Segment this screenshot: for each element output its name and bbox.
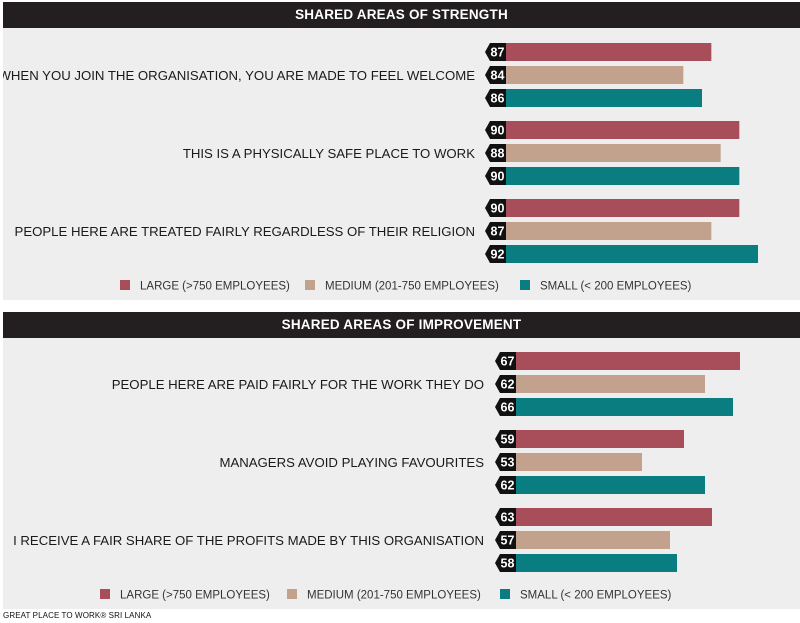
bar-large-3 [516, 508, 712, 526]
bar-small-2 [516, 476, 705, 494]
legend-label-large: LARGE (>750 EMPLOYEES) [120, 590, 270, 602]
value-badge-large-2 [485, 121, 506, 139]
value-label-medium-3: 87 [491, 225, 505, 239]
value-badge-medium-1 [485, 66, 506, 84]
value-badge-medium-3 [495, 531, 516, 549]
value-badge-small-3 [495, 554, 516, 572]
category-label-when-you-join-the-organisation-you-are-m: WHEN YOU JOIN THE ORGANISATION, YOU ARE … [3, 68, 475, 83]
value-label-large-3: 90 [491, 202, 505, 216]
legend-swatch-medium [305, 280, 315, 290]
value-badge-medium-3 [485, 222, 506, 240]
value-badge-small-2 [485, 167, 506, 185]
value-label-large-2: 90 [491, 124, 505, 138]
bar-medium-1 [516, 375, 705, 393]
value-label-medium-3: 57 [501, 534, 515, 548]
strength-title: SHARED AREAS OF STRENGTH [3, 2, 800, 28]
value-badge-large-3 [485, 199, 506, 217]
category-label-people-here-are-treated-fairly-regardles: PEOPLE HERE ARE TREATED FAIRLY REGARDLES… [15, 224, 475, 239]
legend-label-large: LARGE (>750 EMPLOYEES) [140, 281, 290, 293]
value-badge-medium-2 [495, 453, 516, 471]
value-label-large-1: 67 [501, 355, 515, 369]
value-label-small-2: 90 [491, 170, 505, 184]
strength-panel: SHARED AREAS OF STRENGTH WHEN YOU JOIN T… [3, 2, 800, 300]
value-label-large-1: 87 [491, 46, 505, 60]
category-label-managers-avoid-playing-favourites: MANAGERS AVOID PLAYING FAVOURITES [219, 455, 484, 470]
value-label-medium-2: 53 [501, 456, 515, 470]
bar-medium-2 [516, 453, 642, 471]
bar-large-1 [506, 43, 712, 61]
legend-swatch-medium [287, 589, 297, 599]
improvement-panel: SHARED AREAS OF IMPROVEMENT PEOPLE HERE … [3, 312, 800, 609]
improvement-title: SHARED AREAS OF IMPROVEMENT [3, 312, 800, 338]
improvement-chart: PEOPLE HERE ARE PAID FAIRLY FOR THE WORK… [13, 352, 740, 602]
bar-small-1 [516, 398, 733, 416]
value-label-large-2: 59 [501, 433, 515, 447]
legend-swatch-small [500, 589, 510, 599]
bar-large-2 [516, 430, 684, 448]
value-badge-large-1 [495, 352, 516, 370]
legend-label-medium: MEDIUM (201-750 EMPLOYEES) [307, 590, 481, 602]
strength-chart: WHEN YOU JOIN THE ORGANISATION, YOU ARE … [3, 43, 758, 293]
value-label-medium-2: 88 [491, 147, 505, 161]
value-label-small-1: 86 [491, 92, 505, 106]
category-label-people-here-are-paid-fairly-for-the-work: PEOPLE HERE ARE PAID FAIRLY FOR THE WORK… [112, 377, 484, 392]
legend-swatch-small [520, 280, 530, 290]
value-badge-small-1 [495, 398, 516, 416]
bar-large-2 [506, 121, 740, 139]
value-badge-small-3 [485, 245, 506, 263]
category-label-this-is-a-physically-safe-place-to-work: THIS IS A PHYSICALLY SAFE PLACE TO WORK [183, 146, 475, 161]
value-badge-large-3 [495, 508, 516, 526]
bar-large-3 [506, 199, 740, 217]
bar-small-1 [506, 89, 702, 107]
footer-credit: GREAT PLACE TO WORK® SRI LANKA [3, 611, 152, 620]
bar-medium-3 [506, 222, 712, 240]
value-label-medium-1: 84 [491, 69, 505, 83]
value-label-small-2: 62 [501, 479, 515, 493]
legend-swatch-large [100, 589, 110, 599]
value-badge-large-2 [495, 430, 516, 448]
bar-large-1 [516, 352, 740, 370]
legend-swatch-large [120, 280, 130, 290]
value-badge-medium-2 [485, 144, 506, 162]
value-badge-medium-1 [495, 375, 516, 393]
value-badge-small-2 [495, 476, 516, 494]
category-label-i-receive-a-fair-share-of-the-profits-ma: I RECEIVE A FAIR SHARE OF THE PROFITS MA… [13, 533, 484, 548]
value-label-small-3: 92 [491, 248, 505, 262]
value-badge-small-1 [485, 89, 506, 107]
value-label-small-3: 58 [501, 557, 515, 571]
value-label-small-1: 66 [501, 401, 515, 415]
value-label-large-3: 63 [501, 511, 515, 525]
legend-label-small: SMALL (< 200 EMPLOYEES) [540, 281, 692, 293]
bar-medium-2 [506, 144, 721, 162]
bar-medium-3 [516, 531, 670, 549]
value-label-medium-1: 62 [501, 378, 515, 392]
legend-label-small: SMALL (< 200 EMPLOYEES) [520, 590, 672, 602]
bar-medium-1 [506, 66, 684, 84]
bar-small-3 [506, 245, 758, 263]
value-badge-large-1 [485, 43, 506, 61]
bar-small-2 [506, 167, 740, 185]
bar-small-3 [516, 554, 677, 572]
legend-label-medium: MEDIUM (201-750 EMPLOYEES) [325, 281, 499, 293]
